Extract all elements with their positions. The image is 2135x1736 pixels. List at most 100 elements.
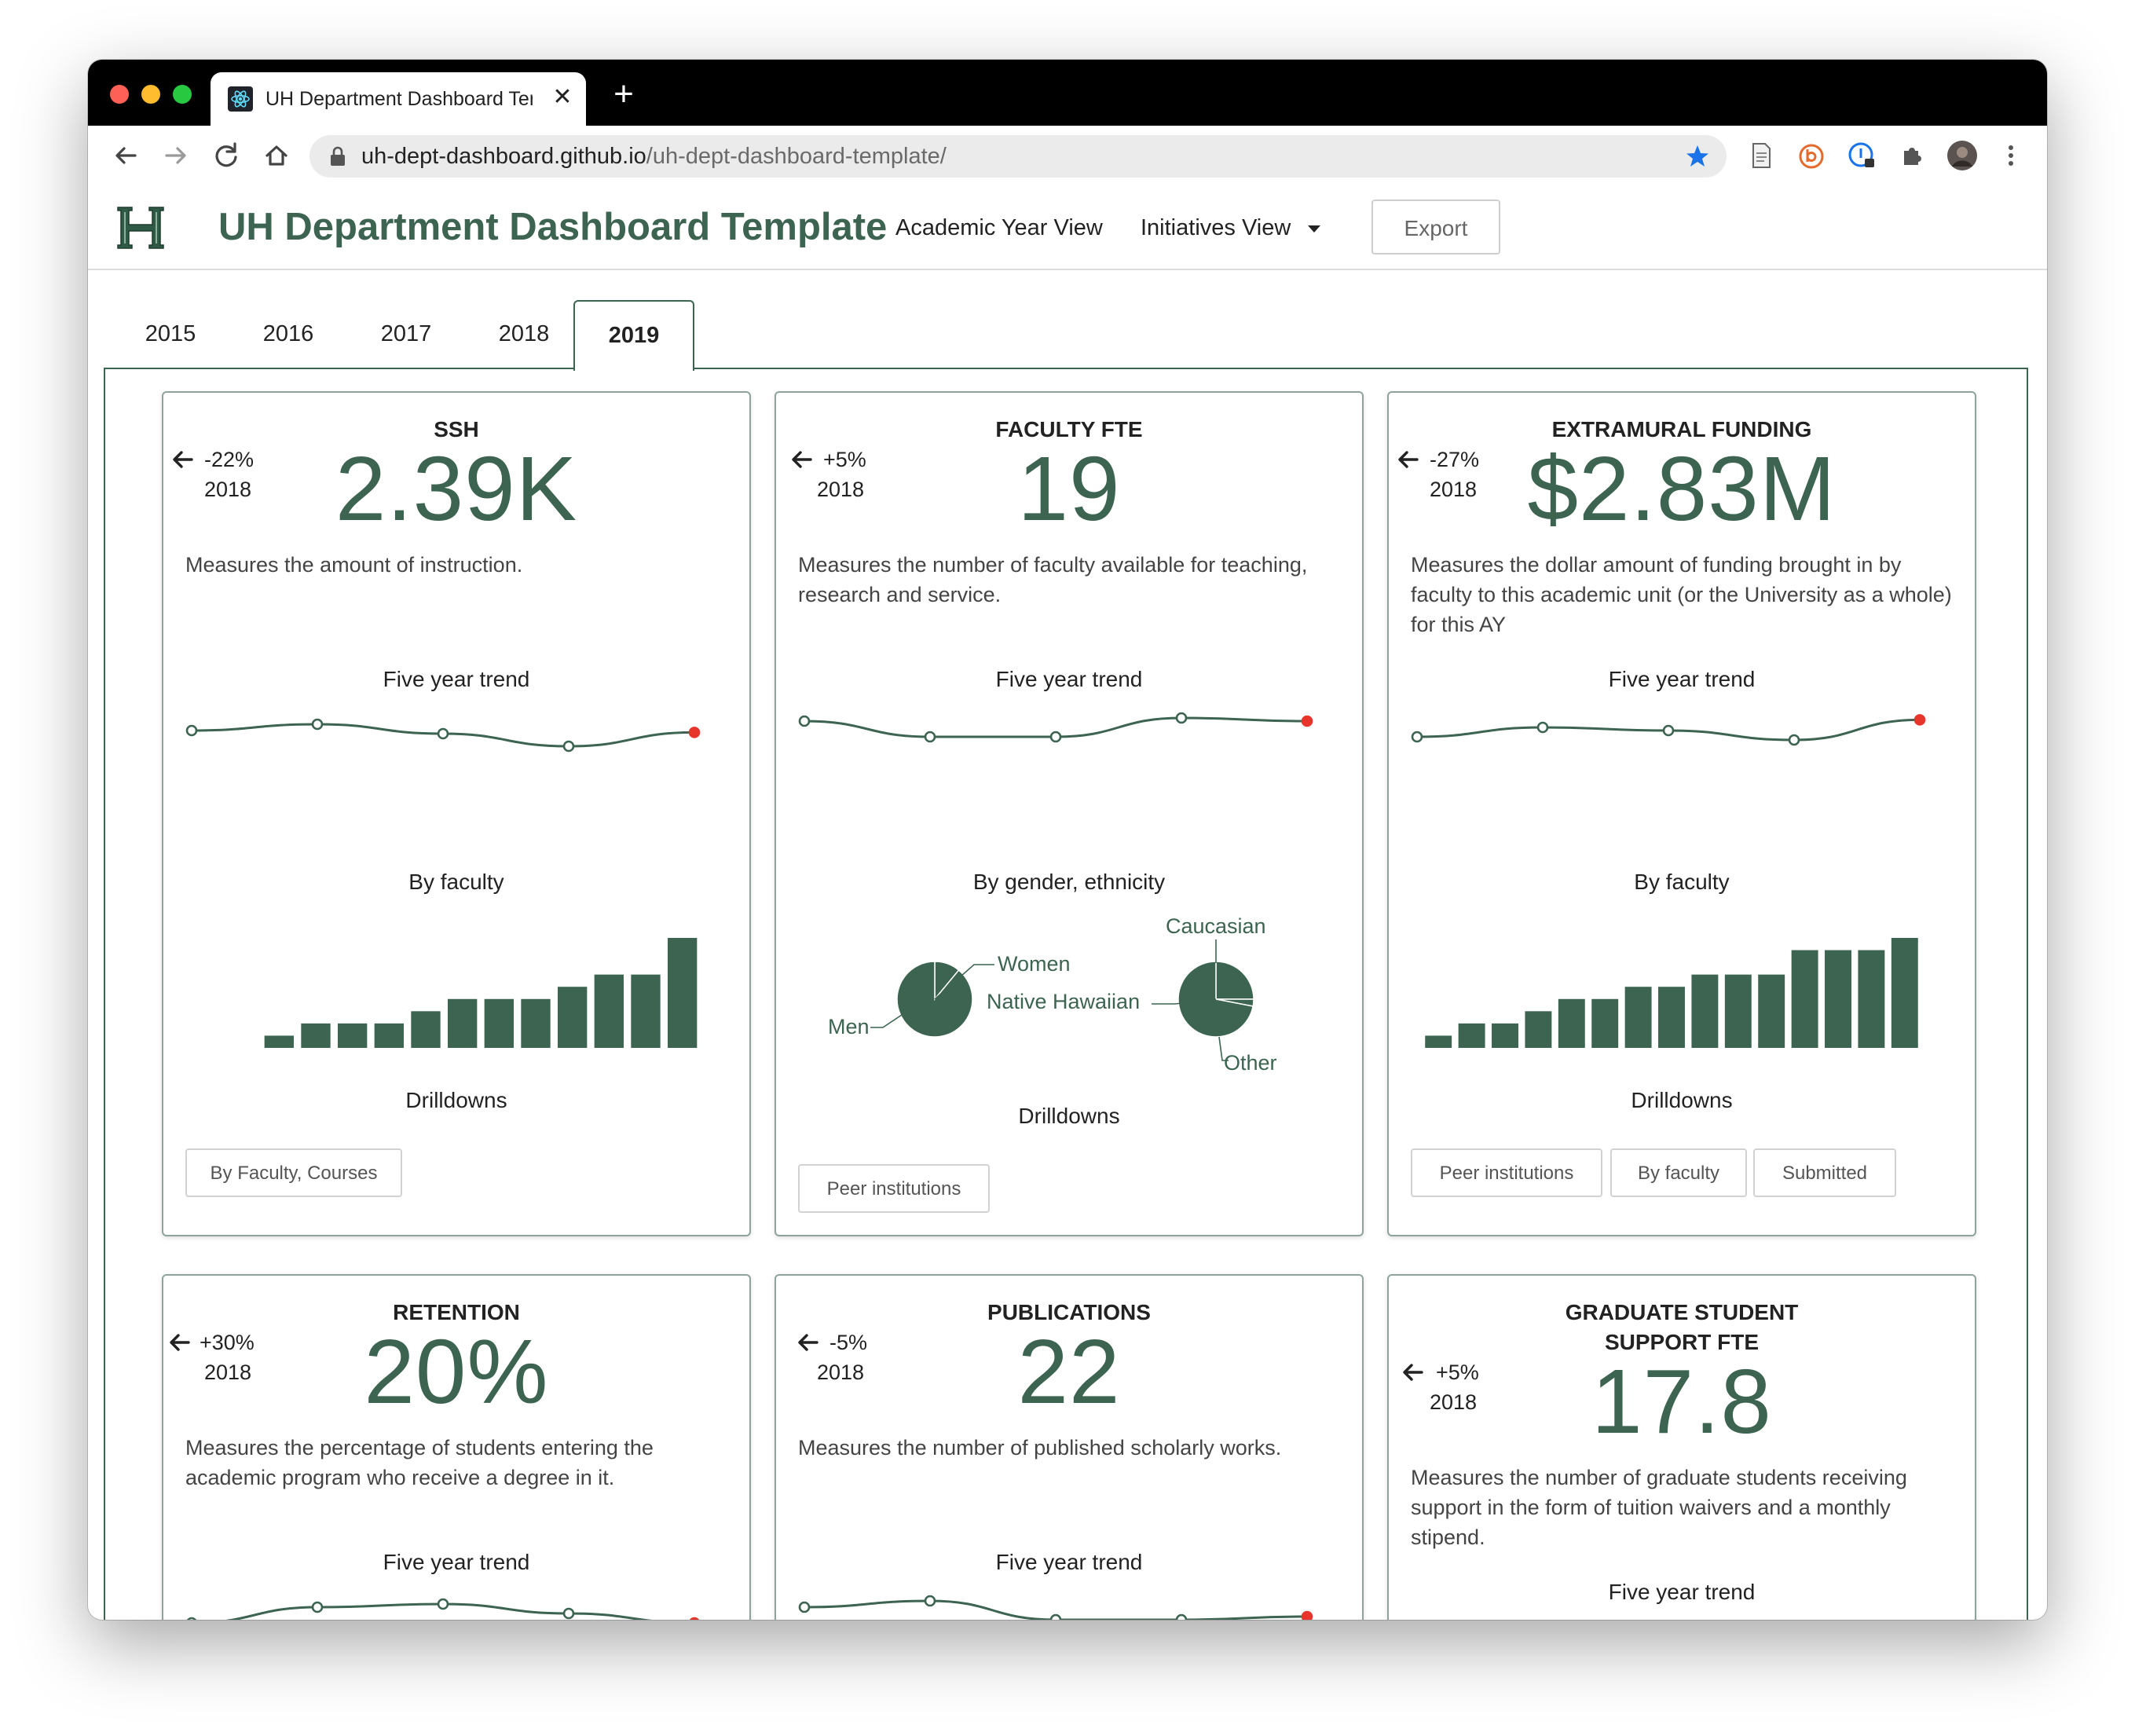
bar xyxy=(1758,974,1785,1048)
card-title-line-2: SUPPORT FTE xyxy=(1604,1330,1759,1354)
nav-initiatives-label: Initiatives View xyxy=(1141,215,1291,240)
nav-academic-year-view[interactable]: Academic Year View xyxy=(895,215,1103,240)
trend-point-current xyxy=(688,727,701,738)
trend-point xyxy=(437,727,449,740)
nav-initiatives-view[interactable]: Initiatives View xyxy=(1141,212,1321,244)
trend-point xyxy=(924,731,936,743)
trend-point xyxy=(924,1595,936,1607)
card-title: PUBLICATIONS xyxy=(987,1300,1151,1324)
bar xyxy=(1724,974,1752,1048)
trend-point xyxy=(1049,731,1062,743)
delta-year: 2018 xyxy=(817,478,865,501)
bar xyxy=(668,938,698,1048)
trend-point xyxy=(562,1607,575,1620)
card-title-line-1: GRADUATE STUDENT xyxy=(1565,1300,1799,1324)
uh-logo-icon[interactable] xyxy=(115,204,167,251)
tab-2015[interactable]: 2015 xyxy=(145,321,196,346)
five-year-trend-chart xyxy=(798,1595,1313,1620)
trend-label: Five year trend xyxy=(1608,667,1756,691)
password-extension-icon[interactable] xyxy=(1846,140,1877,171)
react-favicon-icon xyxy=(228,86,253,112)
bar xyxy=(1624,987,1652,1048)
extensions-puzzle-icon[interactable] xyxy=(1896,140,1928,171)
tab-2019[interactable]: 2019 xyxy=(573,300,694,371)
tab-2017[interactable]: 2017 xyxy=(380,321,432,346)
bar xyxy=(374,1023,404,1048)
trend-label: Five year trend xyxy=(995,667,1143,691)
trend-point xyxy=(311,1601,324,1613)
bar xyxy=(448,998,478,1048)
card-title: SSH xyxy=(434,417,479,441)
forward-arrow-icon[interactable] xyxy=(157,137,195,174)
profile-avatar-icon[interactable] xyxy=(1946,140,1978,171)
metric-card-ssh: SSH -22% 2018 2.39K Measures the amount … xyxy=(162,391,751,1236)
trend-point xyxy=(311,718,324,731)
card-title: EXTRAMURAL FUNDING xyxy=(1551,417,1812,441)
address-bar[interactable]: uh-dept-dashboard.github.io/uh-dept-dash… xyxy=(309,135,1727,178)
bar xyxy=(411,1011,441,1048)
new-tab-button[interactable]: + xyxy=(613,75,634,113)
metric-description: Measures the amount of instruction. xyxy=(185,553,523,577)
arrow-left-icon xyxy=(792,451,812,468)
bar xyxy=(1525,1011,1552,1048)
arrow-left-icon xyxy=(798,1334,818,1351)
metric-value: 20% xyxy=(364,1320,549,1423)
trend-point xyxy=(1175,712,1188,724)
bar xyxy=(338,1023,368,1048)
browser-tab[interactable]: UH Department Dashboard Ter ✕ xyxy=(211,72,586,126)
drilldown-by-faculty-courses-button[interactable]: By Faculty, Courses xyxy=(185,1148,402,1197)
close-window-button[interactable] xyxy=(110,85,129,104)
arrow-left-icon xyxy=(1398,451,1419,468)
arrow-left-icon xyxy=(173,451,193,468)
bar xyxy=(1591,998,1619,1048)
close-tab-icon[interactable]: ✕ xyxy=(552,84,573,110)
metric-value: 22 xyxy=(1017,1320,1121,1423)
trend-point xyxy=(1788,734,1800,746)
trend-point xyxy=(798,715,811,727)
metric-card-retention: RETENTION +30% 2018 20% Measures the per… xyxy=(162,1274,751,1620)
five-year-trend-chart xyxy=(186,1598,700,1620)
app-title[interactable]: UH Department Dashboard Template xyxy=(218,206,888,248)
tab-2016[interactable]: 2016 xyxy=(262,321,314,346)
trend-label: Five year trend xyxy=(383,1550,530,1574)
drilldowns-label: Drilldowns xyxy=(405,1088,507,1112)
drilldown-by-faculty-button[interactable]: By faculty xyxy=(1610,1148,1747,1197)
minimize-window-button[interactable] xyxy=(141,85,160,104)
five-year-trend-chart xyxy=(1409,1610,1928,1620)
delta-percent: +5% xyxy=(1436,1361,1479,1384)
metric-description: Measures the number of published scholar… xyxy=(798,1436,1282,1459)
bar xyxy=(484,998,514,1048)
reload-icon[interactable] xyxy=(207,137,245,174)
reader-extension-icon[interactable] xyxy=(1745,140,1777,171)
metric-card-graduate-student-support-fte: GRADUATE STUDENT SUPPORT FTE +5% 2018 17… xyxy=(1387,1274,1976,1620)
delta-year: 2018 xyxy=(204,478,252,501)
orange-extension-icon[interactable] xyxy=(1796,140,1827,171)
drilldown-peer-institutions-button[interactable]: Peer institutions xyxy=(798,1164,990,1213)
app-header: UH Department Dashboard Template Academi… xyxy=(88,185,2047,270)
chart-label: By gender, ethnicity xyxy=(972,870,1166,894)
gender-ethnicity-pie-charts xyxy=(870,939,1254,1061)
trend-point-current xyxy=(1301,715,1313,727)
browser-menu-icon[interactable] xyxy=(1995,140,2027,171)
trend-point xyxy=(1049,1613,1062,1620)
label-leader-men xyxy=(870,1014,903,1028)
bookmark-star-icon[interactable] xyxy=(1684,143,1711,170)
export-button[interactable]: Export xyxy=(1371,200,1500,255)
chart-label: By faculty xyxy=(408,870,504,894)
trend-point-current xyxy=(1301,1610,1313,1620)
tab-2018[interactable]: 2018 xyxy=(498,321,550,346)
chevron-down-icon xyxy=(1308,225,1321,233)
metric-value: 17.8 xyxy=(1591,1350,1772,1452)
bar xyxy=(1458,1023,1485,1048)
trend-point xyxy=(186,1617,197,1620)
home-icon[interactable] xyxy=(258,137,295,174)
arrow-left-icon xyxy=(170,1334,190,1351)
tab-title: UH Department Dashboard Ter xyxy=(266,88,533,110)
drilldown-peer-institutions-button[interactable]: Peer institutions xyxy=(1411,1148,1602,1197)
trend-point xyxy=(437,1598,449,1610)
trend-label: Five year trend xyxy=(995,1550,1143,1574)
drilldown-submitted-button[interactable]: Submitted xyxy=(1753,1148,1896,1197)
maximize-window-button[interactable] xyxy=(173,85,192,104)
back-arrow-icon[interactable] xyxy=(107,137,145,174)
url-path: /uh-dept-dashboard-template/ xyxy=(646,144,947,169)
